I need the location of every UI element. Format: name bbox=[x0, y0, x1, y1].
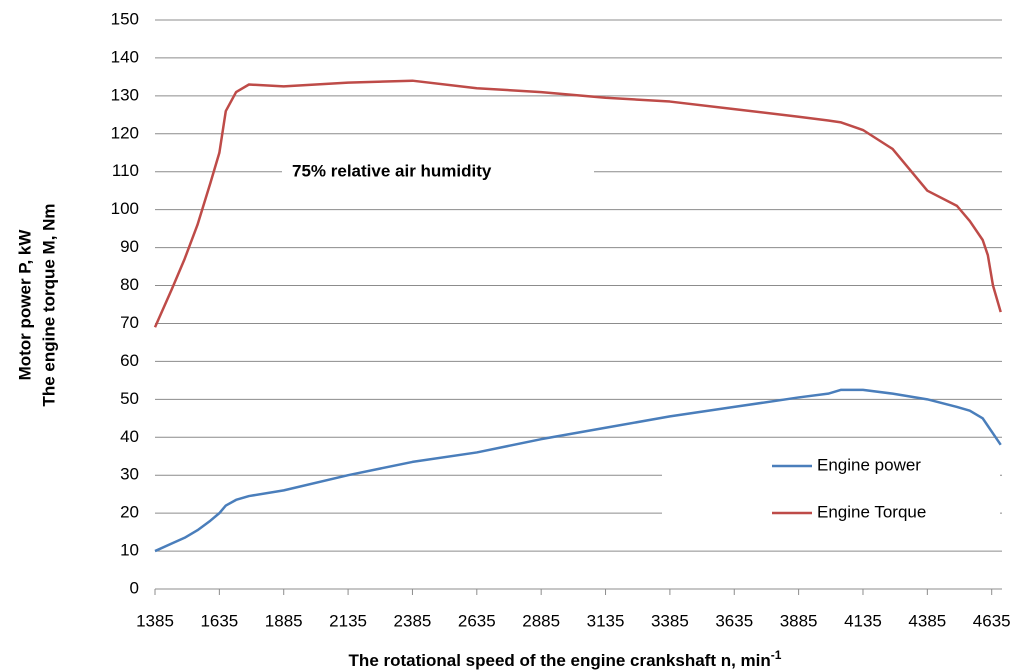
x-tick-label: 2885 bbox=[522, 611, 560, 630]
legend-background bbox=[662, 440, 1000, 540]
y-tick-label: 70 bbox=[120, 313, 139, 332]
x-tick-label: 4635 bbox=[973, 611, 1011, 630]
x-tick-label: 1385 bbox=[136, 611, 174, 630]
x-tick-label: 3135 bbox=[587, 611, 625, 630]
y-tick-label: 50 bbox=[120, 389, 139, 408]
y-axis-label: The engine torque M, Nm bbox=[39, 203, 58, 406]
y-tick-label: 60 bbox=[120, 351, 139, 370]
legend-label: Engine Torque bbox=[817, 502, 926, 521]
y-tick-label: 150 bbox=[111, 9, 139, 28]
y-tick-label: 140 bbox=[111, 47, 139, 66]
x-tick-label: 3635 bbox=[715, 611, 753, 630]
y-tick-label: 20 bbox=[120, 503, 139, 522]
annotation-background bbox=[282, 158, 594, 186]
x-tick-label: 2385 bbox=[394, 611, 432, 630]
x-tick-label: 4135 bbox=[844, 611, 882, 630]
legend-label: Engine power bbox=[817, 455, 921, 474]
x-axis-label-main: The rotational speed of the engine crank… bbox=[349, 651, 771, 670]
y-tick-label: 120 bbox=[111, 123, 139, 142]
y-tick-label: 80 bbox=[120, 275, 139, 294]
x-tick-label: 3885 bbox=[780, 611, 818, 630]
x-tick-label: 2635 bbox=[458, 611, 496, 630]
y-tick-label: 130 bbox=[111, 85, 139, 104]
x-tick-label: 1635 bbox=[200, 611, 238, 630]
y-tick-label: 110 bbox=[112, 161, 139, 180]
x-tick-label: 2135 bbox=[329, 611, 367, 630]
y-tick-label: 30 bbox=[120, 465, 139, 484]
x-tick-label: 4385 bbox=[908, 611, 946, 630]
x-axis-label: The rotational speed of the engine crank… bbox=[349, 648, 782, 670]
line-series bbox=[154, 388, 1002, 553]
annotation: 75% relative air humidity bbox=[292, 161, 492, 180]
y-tick-label: 40 bbox=[120, 427, 139, 446]
y-tick-label: 100 bbox=[111, 199, 139, 218]
y-axis-label: Motor power P, kW bbox=[15, 229, 34, 381]
y-tick-label: 10 bbox=[120, 541, 139, 560]
y-tick-label: 90 bbox=[120, 237, 139, 256]
line-series bbox=[153, 79, 1002, 328]
y-tick-label: 0 bbox=[130, 578, 139, 597]
x-axis-label-sup: -1 bbox=[771, 648, 782, 662]
x-tick-label: 3385 bbox=[651, 611, 689, 630]
x-tick-label: 1885 bbox=[265, 611, 303, 630]
